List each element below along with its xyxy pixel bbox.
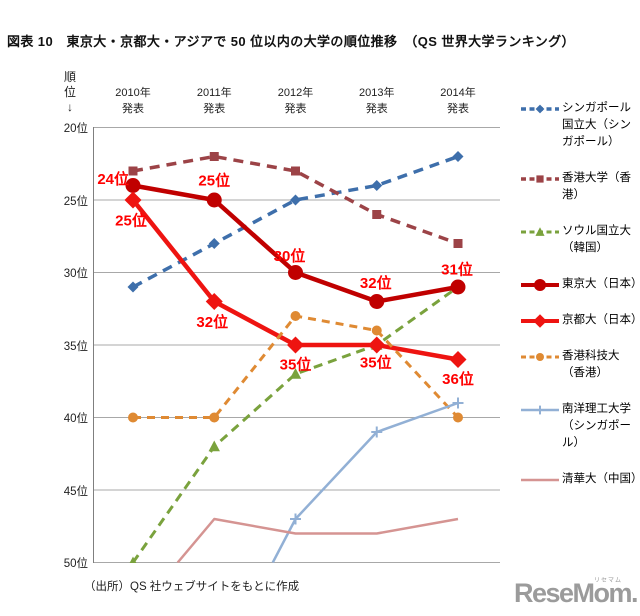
data-label-4: 30位 (274, 247, 306, 265)
line-chart-plot-area: 24位 25位 25位 32位 30位 35位 32位 35位 31位 36位 (93, 127, 500, 563)
data-label-8: 31位 (441, 261, 473, 279)
series-line-0 (132, 154, 459, 289)
resemom-logo-ruby: リセマム (593, 578, 622, 584)
y-tick-label: 40位 (63, 413, 88, 425)
x-tick-label-2014年: 2014年 発表 (440, 87, 476, 115)
legend-item-4: 京都大（日本） (521, 312, 640, 329)
legend-item-7: 清華大（中国） (521, 471, 640, 488)
legend-marker-icon (521, 104, 559, 114)
series-line-6 (271, 401, 459, 563)
data-label-0: 24位 (97, 170, 129, 188)
resemom-logo: リセマム ReseMom. (513, 572, 639, 608)
legend-item-5: 香港科技大（香港） (521, 348, 639, 382)
resemom-logo-text: ReseMom. (513, 578, 639, 608)
legend-label: シンガポール国立大（シンガポール） (562, 102, 631, 148)
legend-marker-icon (521, 314, 559, 328)
x-tick-label-2010年: 2010年 発表 (115, 87, 151, 115)
series-line-1 (132, 154, 459, 246)
legend-label: 東京大（日本） (562, 278, 640, 290)
legend-marker-icon (521, 478, 559, 482)
y-tick-label: 30位 (63, 268, 88, 280)
source-note: （出所）QS 社ウェブサイトをもとに作成 (84, 581, 300, 593)
legend-item-3: 東京大（日本） (521, 276, 640, 293)
data-label-7: 35位 (360, 354, 392, 372)
legend-item-0: シンガポール国立大（シンガポール） (521, 100, 639, 151)
data-label-3: 32位 (196, 313, 228, 331)
series-line-7 (176, 517, 459, 563)
figure-title: 図表 10 東京大・京都大・アジアで 50 位以内の大学の順位推移 （QS 世界… (7, 34, 575, 49)
data-label-2: 25位 (198, 172, 230, 190)
data-label-1: 25位 (115, 212, 147, 230)
y-tick-label: 20位 (63, 123, 88, 135)
data-label-5: 35位 (280, 356, 312, 374)
legend-marker-icon (521, 405, 559, 415)
y-tick-label: 50位 (63, 558, 88, 570)
legend-label: 南洋理工大学（シンガポール） (562, 403, 631, 449)
data-label-6: 32位 (360, 274, 392, 292)
legend-marker-icon (521, 227, 559, 236)
data-label-9: 36位 (442, 370, 474, 388)
legend-label: 香港科技大（香港） (562, 350, 620, 379)
y-tick-label: 45位 (63, 485, 88, 498)
x-tick-label-2013年: 2013年 発表 (359, 87, 395, 115)
legend-label: 清華大（中国） (562, 473, 640, 485)
y-axis-header: 順位 ↓ (62, 70, 78, 115)
legend-label: ソウル国立大（韓国） (562, 225, 631, 254)
chart-legend: シンガポール国立大（シンガポール） 香港大学（香港） ソウル国立大（韓国） 東京大（日… (521, 100, 640, 488)
x-tick-label-2012年: 2012年 発表 (277, 87, 314, 115)
legend-item-2: ソウル国立大（韓国） (521, 223, 639, 257)
y-tick-label: 25位 (63, 195, 88, 208)
y-axis-header-char: 順 (63, 70, 76, 84)
legend-label: 香港大学（香港） (562, 172, 631, 201)
x-tick-label-2011年: 2011年 発表 (196, 87, 232, 115)
legend-marker-icon (521, 353, 559, 361)
legend-item-6: 南洋理工大学（シンガポール） (521, 401, 639, 452)
legend-label: 京都大（日本） (562, 314, 640, 326)
legend-marker-icon (521, 175, 559, 183)
y-axis-header-char: 位 (63, 85, 76, 99)
series-line-2 (131, 285, 459, 563)
y-axis-header-char: ↓ (67, 100, 73, 114)
y-tick-label: 35位 (63, 340, 88, 353)
legend-item-1: 香港大学（香港） (521, 170, 639, 204)
legend-marker-icon (521, 279, 559, 291)
